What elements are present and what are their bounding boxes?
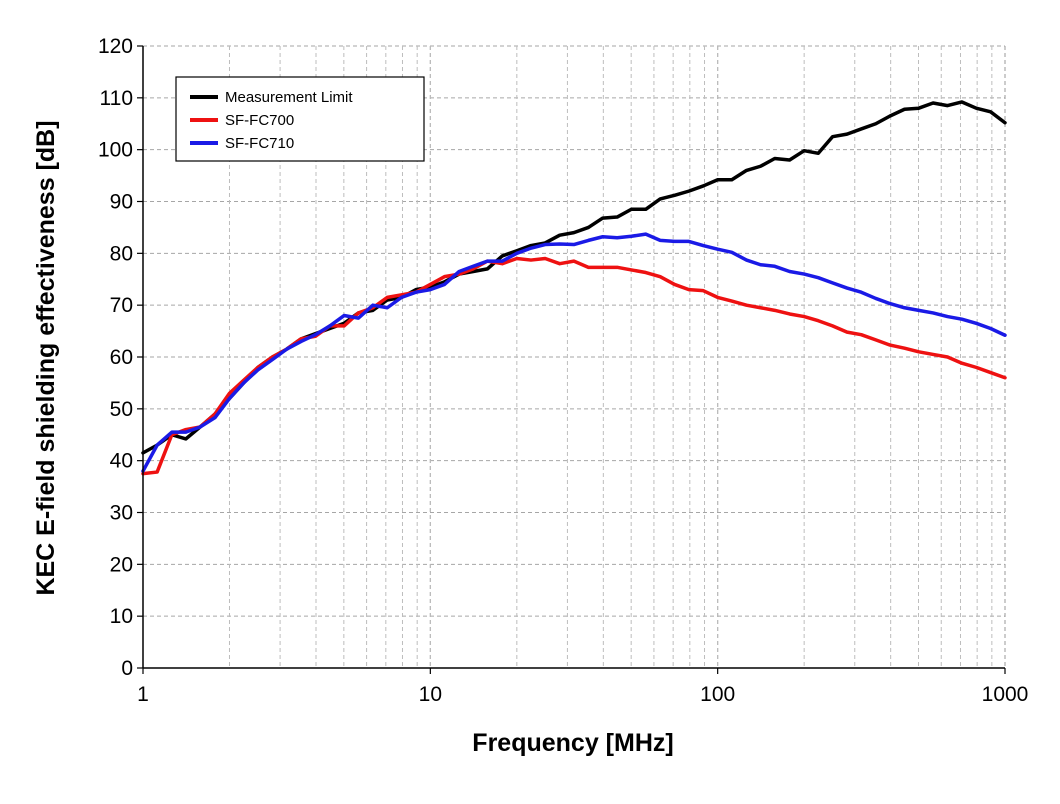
y-tick-label: 50: [110, 398, 133, 421]
grid: [143, 45, 1006, 668]
y-tick-label: 110: [100, 87, 133, 110]
y-tick-label: 80: [110, 242, 133, 265]
legend: Measurement Limit SF-FC700 SF-FC710: [175, 76, 425, 162]
x-tick-label: 1000: [982, 683, 1029, 706]
y-axis-title: KEC E-field shielding effectiveness [dB]: [32, 120, 60, 595]
y-tick-label: 10: [110, 605, 133, 628]
legend-label-sf-fc700: SF-FC700: [225, 112, 294, 129]
axes: [137, 45, 1006, 674]
legend-label-sf-fc710: SF-FC710: [225, 135, 294, 152]
y-tick-label: 120: [98, 35, 133, 58]
y-tick-label: 0: [121, 657, 133, 680]
y-tick-label: 100: [98, 139, 133, 162]
y-tick-label: 60: [110, 346, 133, 369]
x-axis-title: Frequency [MHz]: [472, 729, 673, 757]
y-tick-label: 20: [110, 553, 133, 576]
series-line-sf-fc710: [141, 232, 1007, 473]
x-tick-label: 1: [137, 683, 149, 706]
y-tick-label: 30: [110, 502, 133, 525]
y-tick-label: 40: [110, 450, 133, 473]
series-line-sf-fc700: [141, 256, 1007, 476]
x-tick-label: 10: [419, 683, 442, 706]
y-tick-label: 70: [110, 294, 133, 317]
series-lines: [141, 100, 1007, 476]
legend-label-measurement-limit: Measurement Limit: [225, 89, 353, 106]
x-tick-label: 100: [700, 683, 735, 706]
y-tick-label: 90: [110, 191, 133, 214]
